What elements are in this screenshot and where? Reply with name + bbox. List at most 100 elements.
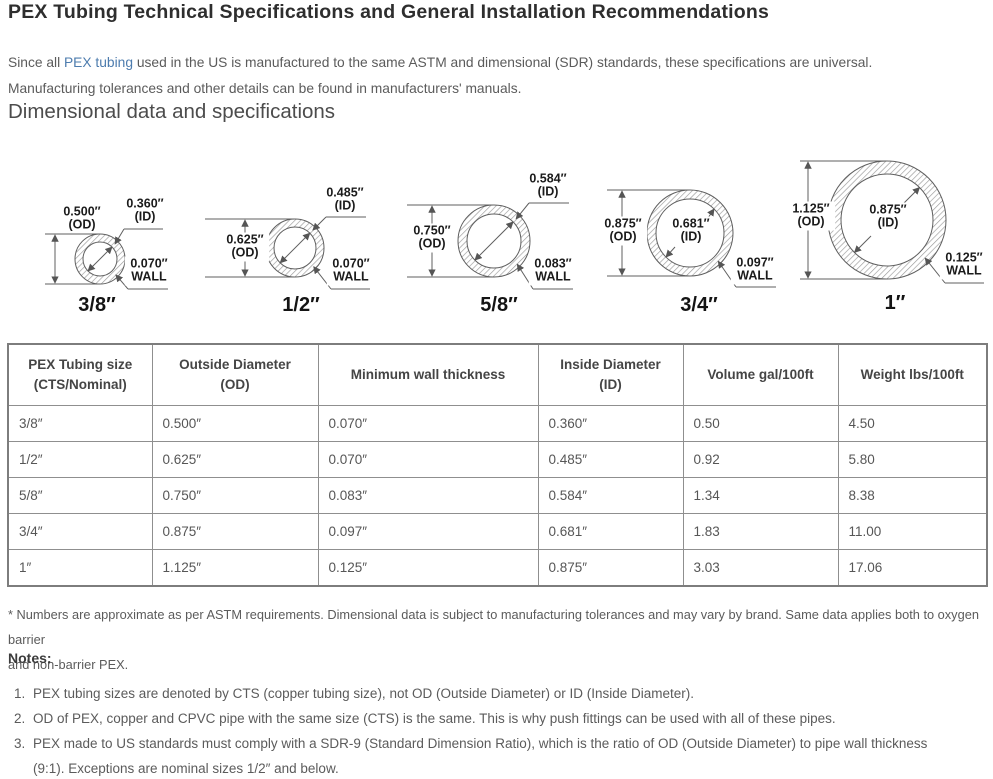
wall-dimension-label: WALL — [946, 264, 982, 278]
table-cell: 11.00 — [837, 513, 988, 550]
wall-dimension-label: 0.070″ — [332, 257, 369, 271]
od-dimension-label: 0.875″ — [604, 217, 641, 231]
table-row: 1/2″ 0.625″ 0.070″ 0.485″ 0.92 5.80 — [7, 441, 988, 478]
table-cell: 4.50 — [837, 405, 988, 442]
table-cell: 0.625″ — [151, 441, 319, 478]
table-cell: 0.070″ — [317, 441, 539, 478]
col-header-id: Inside Diameter (ID) — [537, 343, 684, 406]
spec-table-body: 3/8″ 0.500″ 0.070″ 0.360″ 0.50 4.50 1/2″ 0.625″… — [7, 405, 988, 587]
section-heading: Dimensional data and specifications — [8, 100, 336, 123]
note-number: 1. — [14, 686, 26, 701]
note-item: 2. OD of PEX, copper and CPVC pipe with t… — [14, 706, 984, 731]
od-dimension-label: (OD) — [231, 246, 258, 260]
id-dimension-label: (ID) — [538, 185, 559, 199]
header-line: Volume gal/100ft — [707, 367, 814, 382]
col-header-size: PEX Tubing size (CTS/Nominal) — [7, 343, 153, 406]
id-dimension-label: 0.584″ — [529, 172, 566, 186]
table-cell: 1.125″ — [151, 549, 319, 587]
table-cell: 1.34 — [682, 477, 839, 514]
wall-dimension-label: 0.070″ — [130, 257, 167, 271]
header-line: (ID) — [599, 377, 622, 392]
note-item: 3. PEX made to US standards must comply w… — [14, 731, 984, 779]
table-row: 3/4″ 0.875″ 0.097″ 0.681″ 1.83 11.00 — [7, 513, 988, 550]
table-cell: 0.50 — [682, 405, 839, 442]
table-cell: 0.875″ — [537, 549, 684, 587]
col-header-min-wall: Minimum wall thickness — [317, 343, 539, 406]
id-dimension-label: 0.485″ — [326, 186, 363, 200]
table-row: 5/8″ 0.750″ 0.083″ 0.584″ 1.34 8.38 — [7, 477, 988, 514]
wall-dimension-label: WALL — [535, 270, 571, 284]
table-cell: 0.360″ — [537, 405, 684, 442]
od-dimension-label: (OD) — [418, 237, 445, 251]
wall-dimension-label: 0.097″ — [736, 256, 773, 270]
intro-text-before-link: Since all — [8, 54, 64, 70]
notes-list: 1. PEX tubing sizes are denoted by CTS (c… — [14, 681, 984, 779]
note-text: PEX made to US standards must comply wit… — [33, 736, 928, 776]
spec-table-head: PEX Tubing size (CTS/Nominal) Outside Dia… — [7, 343, 988, 406]
note-item: 1. PEX tubing sizes are denoted by CTS (c… — [14, 681, 984, 706]
id-dimension-label: (ID) — [878, 216, 899, 230]
note-number: 2. — [14, 711, 26, 726]
table-cell: 0.083″ — [317, 477, 539, 514]
tube-size-label: 3/4″ — [680, 294, 718, 316]
wall-dimension-label: WALL — [333, 270, 369, 284]
tube-diagram-3-8: 0.500″(OD) 0.360″(ID) 0.070″WALL 3/8″ — [45, 196, 174, 316]
id-dimension-label: 0.681″ — [672, 217, 709, 231]
id-dimension-label: 0.360″ — [126, 197, 163, 211]
tube-diagram-1-2: 0.625″(OD) 0.485″(ID) 0.070″WALL 1/2″ — [205, 185, 376, 316]
tube-size-label: 3/8″ — [78, 294, 116, 316]
tube-size-label: 5/8″ — [480, 294, 518, 316]
id-dimension-label: 0.875″ — [869, 203, 906, 217]
id-dimension-label: (ID) — [135, 210, 156, 224]
tube-diagram-1: 1.125″(OD) 0.875″(ID) 0.125″WALL 1″ — [786, 160, 989, 314]
intro-line2: Manufacturing tolerances and other detai… — [8, 80, 522, 96]
table-cell: 3.03 — [682, 549, 839, 587]
od-dimension-label: (OD) — [68, 218, 95, 232]
table-cell: 0.92 — [682, 441, 839, 478]
footnote-line2: and non-barrier PEX. — [8, 656, 129, 672]
wall-dimension-label: WALL — [131, 270, 167, 284]
tube-diagram-3-4: 0.875″(OD) 0.681″(ID) 0.097″WALL 3/4″ — [598, 189, 780, 316]
table-cell: 1.83 — [682, 513, 839, 550]
table-cell: 1/2″ — [7, 441, 153, 478]
footnote-line1: * Numbers are approximate as per ASTM re… — [8, 606, 979, 647]
tube-size-label: 1/2″ — [282, 294, 320, 316]
notes-heading: Notes: — [8, 650, 52, 666]
wall-dimension-label: 0.125″ — [945, 251, 982, 265]
od-dimension-label: (OD) — [609, 230, 636, 244]
table-cell: 3/4″ — [7, 513, 153, 550]
table-cell: 3/8″ — [7, 405, 153, 442]
header-row: PEX Tubing size (CTS/Nominal) Outside Dia… — [7, 343, 988, 406]
header-line: Weight lbs/100ft — [860, 367, 964, 382]
wall-dimension-label: 0.083″ — [534, 257, 571, 271]
table-row: 3/8″ 0.500″ 0.070″ 0.360″ 0.50 4.50 — [7, 405, 988, 442]
table-cell: 0.875″ — [151, 513, 319, 550]
pex-tubing-link[interactable]: PEX tubing — [63, 54, 134, 70]
header-line: Inside Diameter — [560, 357, 661, 372]
od-dimension-label: 0.625″ — [226, 233, 263, 247]
od-dimension-label: 1.125″ — [792, 202, 829, 216]
table-cell: 0.500″ — [151, 405, 319, 442]
tube-diagram-5-8: 0.750″(OD) 0.584″(ID) 0.083″WALL 5/8″ — [407, 171, 578, 316]
table-cell: 17.06 — [837, 549, 988, 587]
id-dimension-label: (ID) — [335, 199, 356, 213]
tube-dimension-diagram: 0.500″(OD)0.360″(ID)0.070″WALL3/8″0.625″… — [45, 160, 989, 316]
intro-paragraph: Since all PEX tubing used in the US is m… — [8, 50, 872, 102]
note-text: OD of PEX, copper and CPVC pipe with the… — [33, 711, 836, 726]
od-dimension-label: (OD) — [797, 215, 824, 229]
header-line: PEX Tubing size — [28, 357, 133, 372]
note-number: 3. — [14, 736, 26, 751]
table-cell: 8.38 — [837, 477, 988, 514]
col-header-od: Outside Diameter (OD) — [151, 343, 319, 406]
col-header-weight: Weight lbs/100ft — [837, 343, 988, 406]
table-cell: 0.584″ — [537, 477, 684, 514]
header-line: (OD) — [220, 377, 250, 392]
intro-text-after-link: used in the US is manufactured to the sa… — [133, 54, 873, 70]
header-line: (CTS/Nominal) — [33, 377, 127, 392]
table-cell: 5.80 — [837, 441, 988, 478]
table-cell: 0.097″ — [317, 513, 539, 550]
table-cell: 0.125″ — [317, 549, 539, 587]
od-dimension-label: 0.750″ — [413, 224, 450, 238]
header-line: Minimum wall thickness — [350, 367, 506, 382]
table-row: 1″ 1.125″ 0.125″ 0.875″ 3.03 17.06 — [7, 549, 988, 587]
